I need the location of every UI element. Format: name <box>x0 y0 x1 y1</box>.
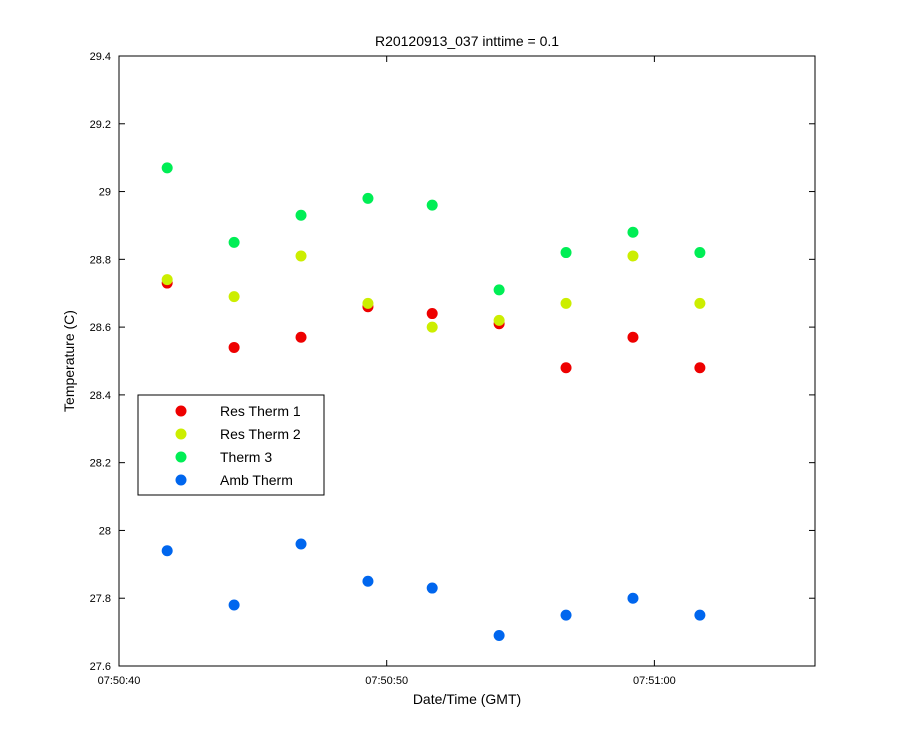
point-amb-therm <box>627 592 639 604</box>
point-res-therm-2 <box>161 274 173 286</box>
y-tick-label: 28.2 <box>90 458 111 470</box>
legend-marker-amb-therm <box>175 474 187 486</box>
point-amb-therm <box>295 538 307 550</box>
point-amb-therm <box>560 609 572 621</box>
chart-title: R20120913_037 inttime = 0.1 <box>375 33 559 49</box>
point-res-therm-2 <box>362 297 374 309</box>
point-res-therm-2 <box>228 291 240 303</box>
x-axis-label: Date/Time (GMT) <box>413 691 521 707</box>
point-therm-3 <box>295 209 307 221</box>
plot-area <box>118 55 816 667</box>
legend: Res Therm 1 Res Therm 2 Therm 3 Amb Therm <box>137 394 325 496</box>
y-tick-label: 29.2 <box>90 119 111 131</box>
y-tick-label: 27.8 <box>90 593 111 605</box>
legend-marker-therm-3 <box>175 451 187 463</box>
x-tick-label: 07:50:40 <box>98 675 141 687</box>
point-res-therm-1 <box>295 331 307 343</box>
point-amb-therm <box>362 575 374 587</box>
point-therm-3 <box>560 247 572 259</box>
point-therm-3 <box>493 284 505 296</box>
legend-label-therm-3: Therm 3 <box>220 449 272 465</box>
point-res-therm-2 <box>627 250 639 262</box>
point-amb-therm <box>426 582 438 594</box>
legend-box <box>137 394 325 496</box>
point-res-therm-1 <box>627 331 639 343</box>
point-therm-3 <box>627 226 639 238</box>
point-therm-3 <box>362 192 374 204</box>
y-tick-label: 28.8 <box>90 254 111 266</box>
point-res-therm-1 <box>694 362 706 374</box>
point-res-therm-2 <box>560 297 572 309</box>
point-res-therm-2 <box>493 314 505 326</box>
legend-marker-res-therm-1 <box>175 405 187 417</box>
point-amb-therm <box>493 630 505 641</box>
y-tick-label: 27.6 <box>90 661 111 673</box>
points-layer <box>161 162 706 641</box>
point-res-therm-1 <box>228 341 240 353</box>
point-res-therm-1 <box>560 362 572 374</box>
x-tick-label: 07:51:00 <box>633 675 676 687</box>
point-res-therm-2 <box>295 250 307 262</box>
point-therm-3 <box>694 247 706 259</box>
y-tick-label: 28.6 <box>90 322 111 334</box>
point-amb-therm <box>694 609 706 621</box>
y-axis-label: Temperature (C) <box>61 310 77 412</box>
y-tick-label: 28 <box>99 525 111 537</box>
point-amb-therm <box>228 599 240 611</box>
point-res-therm-2 <box>426 321 438 333</box>
y-tick-label: 29.4 <box>90 51 111 63</box>
legend-marker-res-therm-2 <box>175 428 187 440</box>
legend-label-res-therm-2: Res Therm 2 <box>220 426 301 442</box>
y-tick-label: 28.4 <box>90 390 111 402</box>
point-therm-3 <box>426 199 438 211</box>
legend-label-amb-therm: Amb Therm <box>220 472 293 488</box>
y-tick-label: 29 <box>99 187 111 199</box>
point-amb-therm <box>161 545 173 557</box>
x-tick-label: 07:50:50 <box>365 675 408 687</box>
point-therm-3 <box>228 236 240 248</box>
legend-label-res-therm-1: Res Therm 1 <box>220 403 301 419</box>
point-res-therm-1 <box>426 308 438 320</box>
point-res-therm-2 <box>694 297 706 309</box>
tick-layer: 27.6 27.8 28 28.2 28.4 28.6 28.8 29 29.2 29.4 07:5… <box>90 51 815 687</box>
point-therm-3 <box>161 162 173 174</box>
